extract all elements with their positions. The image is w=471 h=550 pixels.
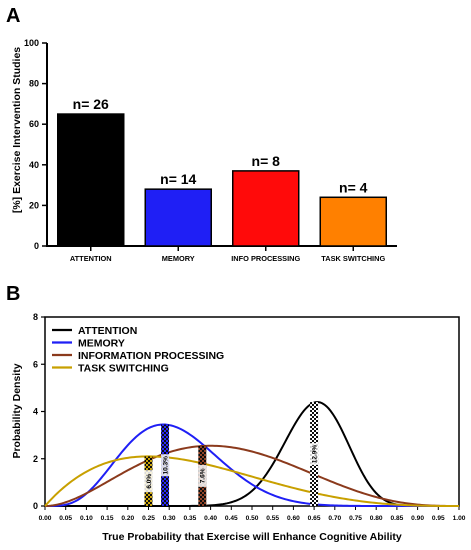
density-curve-information-processing bbox=[44, 444, 459, 507]
density-chart-x-tick-label: 0.35 bbox=[183, 515, 196, 522]
peak-marker: 6.0% bbox=[144, 456, 153, 506]
density-chart-y-tick-label: 2 bbox=[33, 454, 38, 464]
bar-info-processing bbox=[232, 170, 300, 247]
bar-chart-bars: n= 26 ATTENTION n= 14 MEMORY n= 8 INFO PROCES… bbox=[57, 96, 387, 263]
density-chart-y-tick-label: 0 bbox=[33, 501, 38, 511]
density-chart-x-tick-label: 0.15 bbox=[101, 515, 114, 522]
bar-chart-y-tick-label: 80 bbox=[29, 79, 39, 89]
density-chart-x-tick-label: 0.90 bbox=[411, 515, 424, 522]
density-chart-x-tick-label: 0.30 bbox=[163, 515, 176, 522]
density-chart-y-tick-label: 6 bbox=[33, 359, 38, 369]
legend-item-information-processing: INFORMATION PROCESSING bbox=[52, 350, 224, 362]
peak-marker-label: 7.6% bbox=[200, 468, 207, 483]
density-chart: Probability Density True Probability tha… bbox=[11, 312, 466, 543]
peak-marker-label: 10.3% bbox=[162, 456, 169, 475]
bar-chart-y-tick-label: 100 bbox=[24, 38, 39, 48]
bar-value-label: n= 26 bbox=[73, 96, 109, 112]
density-chart-y-axis-label: Probability Density bbox=[11, 363, 23, 458]
density-chart-x-tick-label: 0.10 bbox=[80, 515, 93, 522]
density-chart-x-tick-label: 0.20 bbox=[121, 515, 134, 522]
legend-label: MEMORY bbox=[78, 338, 125, 350]
bar-chart-y-axis-label: [%] Exercise Intervention Studies bbox=[11, 47, 23, 213]
legend-item-task-switching: TASK SWITCHING bbox=[52, 363, 169, 375]
bar-memory bbox=[144, 188, 212, 247]
bar-value-label: n= 8 bbox=[252, 153, 281, 169]
bar-attention bbox=[57, 113, 125, 247]
peak-marker-label: 12.9% bbox=[311, 445, 318, 464]
density-chart-x-tick-label: 0.40 bbox=[204, 515, 217, 522]
density-chart-x-tick-label: 0.55 bbox=[266, 515, 279, 522]
panel-label-a: A bbox=[6, 5, 20, 27]
density-chart-x-tick-label: 1.00 bbox=[453, 515, 466, 522]
density-chart-y-tick-label: 4 bbox=[33, 407, 38, 417]
peak-marker-label-bg bbox=[161, 454, 170, 477]
density-chart-plot: 0 2 4 6 8 0.00 0.05 0.10 0.15 0.20 0.25 0.30 0.35 0.4… bbox=[33, 312, 466, 522]
bar-chart-y-tick-label: 60 bbox=[29, 119, 39, 129]
density-chart-x-tick-label: 0.65 bbox=[308, 515, 321, 522]
density-chart-x-tick-label: 0.60 bbox=[287, 515, 300, 522]
bar-value-label: n= 14 bbox=[160, 171, 196, 187]
bar-chart: [%] Exercise Intervention Studies 0 20 40 6… bbox=[11, 38, 397, 263]
bar-chart-y-tick-label: 0 bbox=[34, 241, 39, 251]
density-chart-x-tick-label: 0.95 bbox=[432, 515, 445, 522]
density-chart-x-tick-label: 0.75 bbox=[349, 515, 362, 522]
bar-chart-y-tick-label: 40 bbox=[29, 160, 39, 170]
density-chart-x-tick-label: 0.50 bbox=[246, 515, 259, 522]
bar-chart-category-label: MEMORY bbox=[162, 254, 195, 263]
density-chart-x-tick-label: 0.00 bbox=[39, 515, 52, 522]
peak-marker-label-bg bbox=[144, 470, 153, 493]
density-curve-attention bbox=[45, 401, 459, 507]
bar-chart-category-label: INFO PROCESSING bbox=[231, 254, 300, 263]
bar-chart-y-tick-label: 20 bbox=[29, 200, 39, 210]
density-chart-x-tick-label: 0.70 bbox=[328, 515, 341, 522]
density-chart-y-tick-label: 8 bbox=[33, 312, 38, 322]
peak-marker: 10.3% bbox=[161, 424, 169, 506]
peak-marker: 7.6% bbox=[198, 445, 207, 506]
bar-value-label: n= 4 bbox=[339, 179, 368, 195]
peak-marker-label-bg bbox=[198, 464, 207, 487]
density-chart-x-tick-label: 0.05 bbox=[59, 515, 72, 522]
legend-label: TASK SWITCHING bbox=[78, 363, 169, 375]
density-chart-x-tick-label: 0.45 bbox=[225, 515, 238, 522]
panel-label-b: B bbox=[6, 283, 20, 305]
peak-marker: 12.9% bbox=[310, 402, 318, 506]
bar-chart-category-label: ATTENTION bbox=[70, 254, 112, 263]
density-curve-memory bbox=[45, 423, 459, 507]
legend-label: INFORMATION PROCESSING bbox=[78, 350, 224, 362]
bar-task-switching bbox=[319, 196, 387, 247]
peak-marker-label: 6.0% bbox=[146, 474, 153, 489]
density-chart-x-tick-label: 0.85 bbox=[390, 515, 403, 522]
density-chart-x-tick-label: 0.25 bbox=[142, 515, 155, 522]
legend-label: ATTENTION bbox=[78, 325, 137, 337]
bar-chart-category-label: TASK SWITCHING bbox=[321, 254, 385, 263]
legend-item-memory: MEMORY bbox=[52, 338, 125, 350]
density-chart-curves bbox=[44, 401, 459, 507]
density-curve-task-switching bbox=[44, 455, 459, 507]
peak-marker-label-bg bbox=[310, 443, 319, 466]
density-chart-x-axis-label: True Probability that Exercise will Enha… bbox=[102, 531, 402, 543]
density-chart-x-tick-label: 0.80 bbox=[370, 515, 383, 522]
legend-item-attention: ATTENTION bbox=[52, 325, 137, 337]
